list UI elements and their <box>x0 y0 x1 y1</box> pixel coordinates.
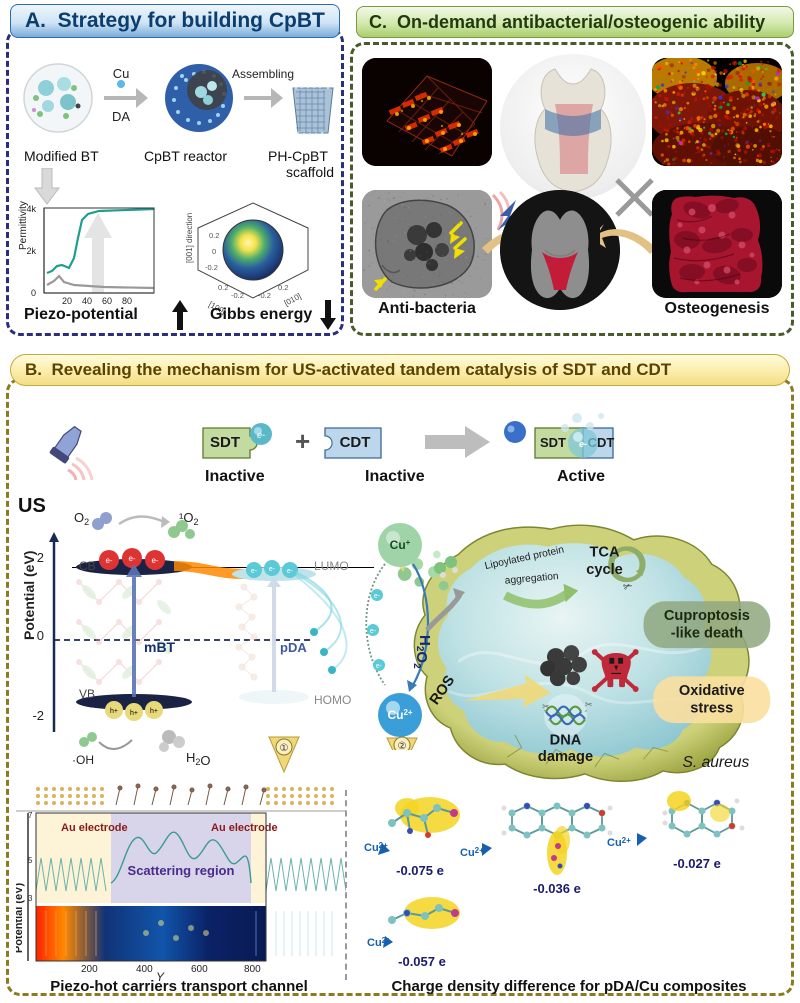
svg-text:-2: -2 <box>32 708 44 723</box>
svg-text:200: 200 <box>81 964 98 975</box>
svg-text:-0.027 e: -0.027 e <box>673 856 721 871</box>
svg-text:✃: ✃ <box>623 581 633 594</box>
svg-text:TCA: TCA <box>589 544 619 560</box>
svg-text:e-: e- <box>579 439 587 449</box>
svg-text:[001] direction: [001] direction <box>185 213 194 263</box>
svg-text:H2O: H2O <box>186 750 211 768</box>
svg-text:400: 400 <box>136 964 153 975</box>
svg-text:-like death: -like death <box>671 625 743 641</box>
svg-text:e-: e- <box>251 568 258 575</box>
svg-text:h+: h+ <box>130 710 138 717</box>
svg-text:Au electrode: Au electrode <box>61 822 128 834</box>
svg-text:LUMO: LUMO <box>314 559 349 573</box>
svg-text:h+: h+ <box>110 708 118 715</box>
svg-text:DNA: DNA <box>550 733 582 749</box>
svg-text:e-: e- <box>257 430 265 440</box>
svg-text:0: 0 <box>212 247 216 256</box>
svg-text:+: + <box>295 426 310 456</box>
svg-text:2: 2 <box>37 550 44 565</box>
svg-text:h+: h+ <box>150 708 158 715</box>
svg-text:e-: e- <box>151 556 158 565</box>
svg-text:Oxidative: Oxidative <box>679 683 745 699</box>
svg-text:e-: e- <box>105 556 112 565</box>
svg-text:Potential (eV): Potential (eV) <box>21 551 37 640</box>
svg-text:CB: CB <box>79 559 96 573</box>
svg-text:S. aureus: S. aureus <box>683 754 750 771</box>
svg-text:e-: e- <box>128 554 135 563</box>
svg-text:e-: e- <box>287 568 294 575</box>
svg-text:Cu2+: Cu2+ <box>460 846 484 859</box>
svg-text:e-: e- <box>374 593 381 600</box>
svg-text:mBT: mBT <box>144 639 176 655</box>
svg-text:e-: e- <box>376 663 383 670</box>
svg-text:Cu: Cu <box>113 66 130 81</box>
svg-text:DA: DA <box>112 109 130 124</box>
svg-text:0.2: 0.2 <box>209 231 219 240</box>
svg-text:0: 0 <box>37 628 44 643</box>
svg-text:e-: e- <box>269 566 276 573</box>
svg-text:-0.036 e: -0.036 e <box>533 881 581 896</box>
svg-text:HOMO: HOMO <box>314 693 351 707</box>
svg-text:Cuproptosis: Cuproptosis <box>664 608 750 624</box>
svg-text:stress: stress <box>690 700 733 716</box>
svg-text:CDT: CDT <box>340 434 371 451</box>
svg-text:600: 600 <box>191 964 208 975</box>
svg-text:800: 800 <box>244 964 261 975</box>
svg-text:-0.2: -0.2 <box>258 291 271 300</box>
svg-text:H2O2: H2O2 <box>411 635 433 669</box>
svg-text:-0.057 e: -0.057 e <box>398 954 446 969</box>
svg-text:0.2: 0.2 <box>218 283 228 292</box>
svg-text:-0.075 e: -0.075 e <box>396 863 444 878</box>
svg-text:✂: ✂ <box>542 702 550 712</box>
svg-text:O2: O2 <box>74 510 89 527</box>
svg-text:SDT: SDT <box>210 434 240 451</box>
svg-text:Assembling: Assembling <box>232 67 294 81</box>
svg-text:②: ② <box>398 741 407 750</box>
svg-text:cycle: cycle <box>586 562 623 578</box>
svg-text:Au electrode: Au electrode <box>211 822 278 834</box>
svg-text:Permittivity (a.u.): Permittivity (a.u.) <box>18 198 29 250</box>
svg-text:Scattering region: Scattering region <box>128 863 235 878</box>
svg-text:Potential (eV): Potential (eV) <box>16 883 25 954</box>
svg-text:-0.2: -0.2 <box>231 291 244 300</box>
svg-text:damage: damage <box>538 749 593 765</box>
svg-text:VB: VB <box>79 687 95 701</box>
svg-text:✂: ✂ <box>585 700 593 710</box>
svg-text:-0.2: -0.2 <box>205 263 218 272</box>
svg-text:pDA: pDA <box>280 640 307 655</box>
svg-text:·OH: ·OH <box>72 753 94 767</box>
svg-text:0.2: 0.2 <box>278 283 288 292</box>
svg-text:0: 0 <box>31 288 36 298</box>
svg-text:①: ① <box>280 743 289 754</box>
svg-text:Cu2+: Cu2+ <box>607 836 631 849</box>
